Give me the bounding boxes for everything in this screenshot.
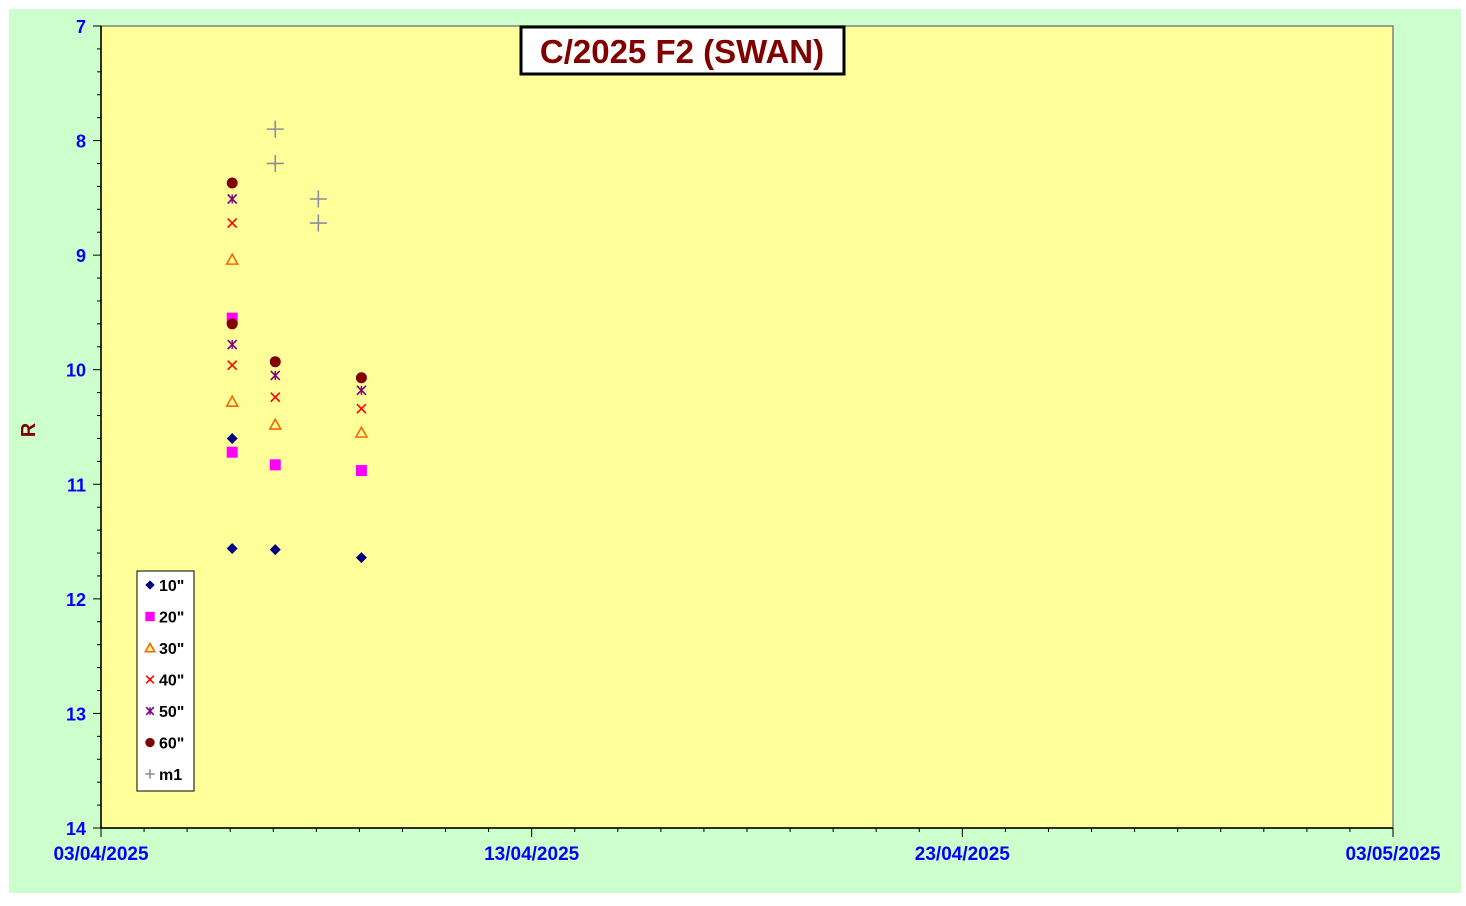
series-m1-group: [266, 120, 327, 232]
data-point: [269, 459, 281, 471]
legend-label: m1: [159, 767, 182, 784]
data-point: [226, 177, 238, 189]
y-tick-label: 12: [66, 590, 86, 610]
data-point: [355, 552, 367, 564]
legend: 10" 20" 30" 40" 50" 60" m1: [136, 570, 195, 792]
data-point: [226, 318, 238, 330]
data-point: [225, 252, 240, 265]
legend-marker: [145, 675, 155, 684]
data-point: [356, 403, 367, 414]
chart-title-box: C/2025 F2 (SWAN): [519, 25, 846, 76]
legend-marker: [145, 769, 155, 779]
legend-marker: [145, 706, 155, 716]
y-tick-label: 10: [66, 361, 86, 381]
data-point: [269, 356, 281, 368]
x-tick-label: 23/04/2025: [915, 844, 1011, 865]
legend-marker: [145, 611, 155, 622]
series-60-group: [226, 177, 367, 384]
chart-title: C/2025 F2 (SWAN): [540, 33, 824, 70]
y-tick-label: 13: [66, 704, 86, 724]
data-point: [309, 214, 327, 232]
x-tick-label: 03/05/2025: [1345, 844, 1441, 865]
data-point: [226, 432, 238, 444]
data-point: [266, 120, 284, 138]
data-point: [225, 394, 240, 407]
series-20-group: [226, 312, 367, 477]
data-point: [269, 544, 281, 556]
data-point: [227, 360, 238, 371]
data-point: [268, 417, 283, 430]
data-point: [356, 385, 367, 396]
legend-label: 10": [159, 578, 184, 595]
series-10-group: [226, 432, 367, 564]
y-tick-label: 9: [76, 246, 86, 266]
legend-marker: [145, 580, 155, 590]
y-tick-label: 14: [66, 819, 86, 839]
data-point: [227, 339, 238, 350]
title-frame: [519, 25, 846, 76]
series-50-group: [227, 193, 367, 396]
axes-layer: 7 8 9 10 11 12 13 14 03/04/2025 13/04/2025 23/04/2…: [53, 17, 1441, 865]
series-40-group: [227, 217, 367, 414]
data-point: [355, 372, 367, 384]
legend-label: 30": [159, 641, 184, 658]
data-point: [355, 465, 367, 477]
data-point: [227, 193, 238, 205]
data-point: [270, 370, 281, 381]
data-point: [309, 190, 327, 208]
data-point: [227, 217, 238, 229]
plot-area: [100, 25, 1394, 829]
data-point: [270, 392, 281, 403]
series-30-group: [225, 252, 369, 438]
legend-label: 60": [159, 736, 184, 753]
legend-label: 40": [159, 673, 184, 690]
y-axis-label: R: [18, 422, 40, 437]
y-tick-label: 11: [67, 475, 86, 495]
legend-marker: [143, 641, 157, 653]
data-point: [354, 425, 369, 438]
data-point: [226, 446, 238, 458]
legend-frame: [136, 570, 195, 792]
data-point: [226, 312, 238, 324]
data-point: [226, 542, 238, 554]
x-tick-label: 03/04/2025: [53, 844, 149, 865]
legend-marker: [145, 737, 155, 748]
data-point: [266, 154, 284, 172]
legend-label: 50": [159, 704, 184, 721]
y-tick-label: 8: [76, 132, 86, 152]
y-tick-label: 7: [76, 17, 86, 37]
legend-label: 20": [159, 610, 184, 627]
marks-layer: [225, 120, 369, 564]
x-tick-label: 13/04/2025: [484, 844, 580, 865]
